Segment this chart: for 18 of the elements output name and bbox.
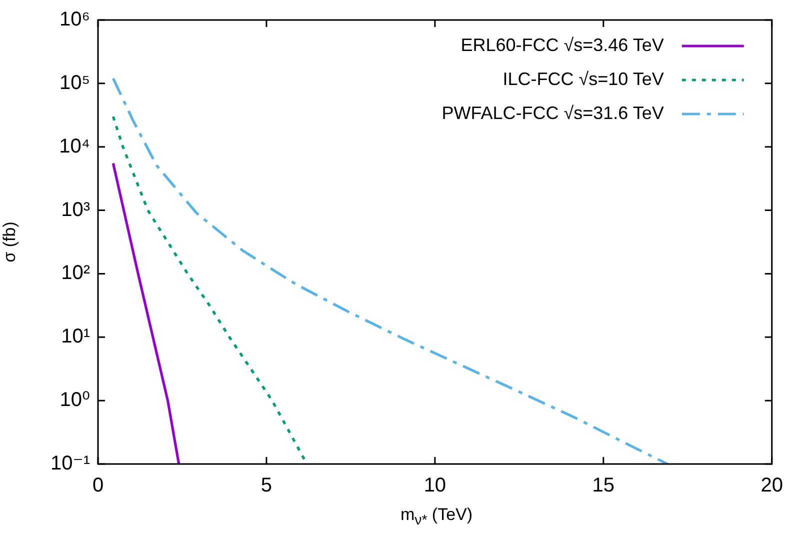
y-tick-label: 10²	[61, 262, 90, 284]
y-tick-label: 10⁰	[60, 389, 90, 412]
y-tick-label: 10⁶	[60, 8, 90, 31]
legend-label: PWFALC-FCC √s=31.6 TeV	[442, 102, 664, 123]
x-tick-label: 5	[260, 474, 272, 497]
x-tick-label: 20	[760, 474, 783, 497]
x-tick-label: 15	[592, 474, 615, 497]
y-tick-label: 10⁴	[59, 135, 90, 158]
y-tick-label: 10⁻¹	[50, 452, 90, 475]
y-tick-label: 10³	[61, 198, 90, 221]
legend-label: ILC-FCC √s=10 TeV	[502, 68, 664, 89]
x-axis-title: m$_{ν*}$ (TeV)	[399, 505, 474, 528]
x-tick-label: 10	[424, 474, 446, 497]
y-tick-label: 10¹	[61, 326, 90, 348]
x-tick-label: 0	[92, 474, 104, 497]
y-tick-label: 10⁵	[59, 72, 90, 94]
y-axis-title: σ (fb)	[0, 222, 19, 262]
legend-label: ERL60-FCC √s=3.46 TeV	[460, 34, 664, 55]
